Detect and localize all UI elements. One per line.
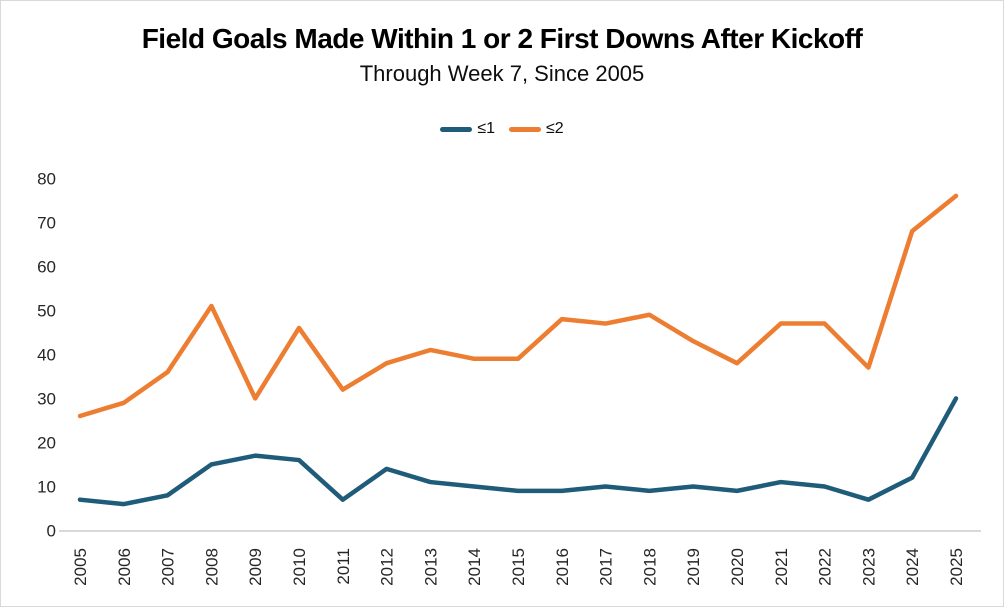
y-axis-tick-label: 40 (37, 345, 56, 364)
x-axis-tick-label: 2015 (509, 548, 528, 586)
y-axis-tick-label: 50 (37, 301, 56, 320)
x-axis-tick-label: 2008 (202, 548, 221, 586)
y-axis-tick-label: 0 (47, 522, 56, 541)
x-axis-tick-label: 2024 (903, 548, 922, 586)
legend: ≤1 ≤2 (1, 120, 1003, 138)
legend-item-le2: ≤2 (509, 120, 564, 138)
chart-title: Field Goals Made Within 1 or 2 First Dow… (141, 23, 863, 54)
x-axis-tick-label: 2014 (465, 548, 484, 586)
y-axis-tick-label: 70 (37, 213, 56, 232)
legend-item-le1: ≤1 (440, 120, 495, 138)
x-axis-tick-label: 2025 (947, 548, 966, 586)
legend-swatch-le2-icon (509, 126, 541, 132)
x-axis-tick-label: 2013 (421, 548, 440, 586)
x-axis-tick-label: 2021 (772, 548, 791, 586)
legend-label-le2: ≤2 (546, 120, 564, 137)
chart-subtitle: Through Week 7, Since 2005 (359, 61, 645, 86)
x-axis-tick-label: 2022 (816, 548, 835, 586)
x-axis-tick-label: 2006 (115, 548, 134, 586)
x-axis-tick-label: 2023 (859, 548, 878, 586)
y-axis-tick-label: 20 (37, 433, 56, 452)
x-axis-tick-label: 2011 (334, 548, 353, 585)
y-axis-tick-label: 80 (37, 169, 56, 188)
legend-label-le1: ≤1 (477, 120, 495, 137)
legend-swatch-le1-icon (440, 126, 473, 132)
series-line-le1 (77, 396, 959, 507)
x-axis-tick-label: 2019 (684, 548, 703, 586)
y-axis-tick-label: 10 (37, 477, 56, 496)
x-axis-tick-label: 2016 (553, 548, 572, 586)
x-axis-tick-label: 2007 (159, 548, 178, 586)
x-axis-tick-label: 2009 (246, 548, 265, 586)
x-axis-tick-label: 2018 (640, 548, 659, 586)
series-line-le2 (77, 193, 959, 419)
x-axis-tick-label: 2012 (378, 548, 397, 586)
x-axis-tick-label: 2020 (728, 548, 747, 586)
x-axis-tick-label: 2005 (71, 548, 90, 586)
y-axis-tick-label: 60 (37, 257, 56, 276)
y-axis-tick-label: 30 (37, 389, 56, 408)
x-axis-tick-label: 2010 (290, 548, 309, 586)
x-axis-tick-label: 2017 (597, 548, 616, 586)
